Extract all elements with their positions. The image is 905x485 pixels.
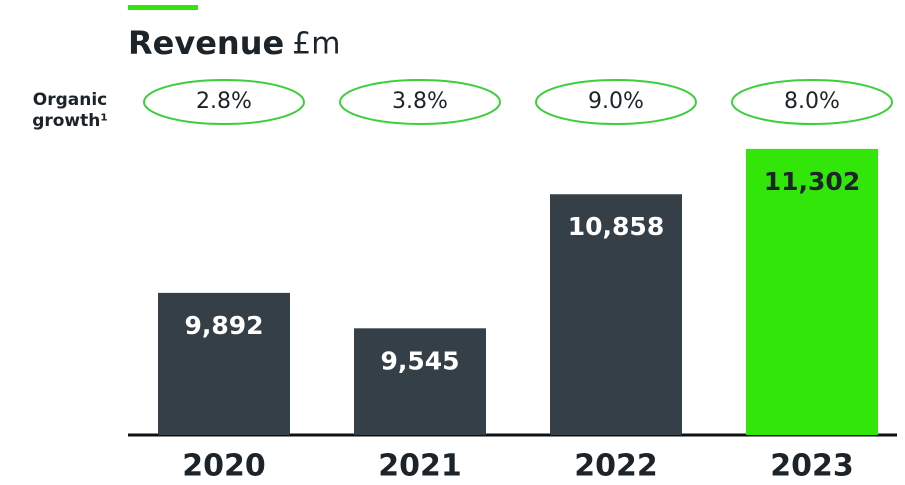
- bar: [158, 292, 290, 435]
- growth-ellipse: [731, 79, 893, 125]
- value-label: 9,892: [184, 311, 263, 340]
- chart-unit: £m: [292, 27, 340, 62]
- growth-label: growth¹: [32, 111, 108, 131]
- value-label: 11,302: [764, 167, 860, 196]
- growth-value: 9.0%: [588, 89, 644, 114]
- growth-ellipse: [143, 79, 305, 125]
- x-tick-label: 2022: [574, 449, 658, 484]
- accent-bar: [128, 5, 198, 10]
- growth-value: 2.8%: [196, 89, 252, 114]
- x-tick-label: 2023: [770, 449, 854, 484]
- growth-ellipse: [535, 79, 697, 125]
- value-label: 10,858: [568, 212, 664, 241]
- bar: [354, 328, 486, 435]
- value-label: 9,545: [380, 346, 459, 375]
- bar: [746, 148, 878, 435]
- bar: [550, 194, 682, 435]
- x-tick-label: 2021: [378, 449, 462, 484]
- chart-title: Revenue: [128, 24, 284, 62]
- growth-ellipse: [339, 79, 501, 125]
- growth-value: 3.8%: [392, 89, 448, 114]
- growth-value: 8.0%: [784, 89, 840, 114]
- growth-label: Organic: [33, 90, 107, 110]
- x-tick-label: 2020: [182, 449, 266, 484]
